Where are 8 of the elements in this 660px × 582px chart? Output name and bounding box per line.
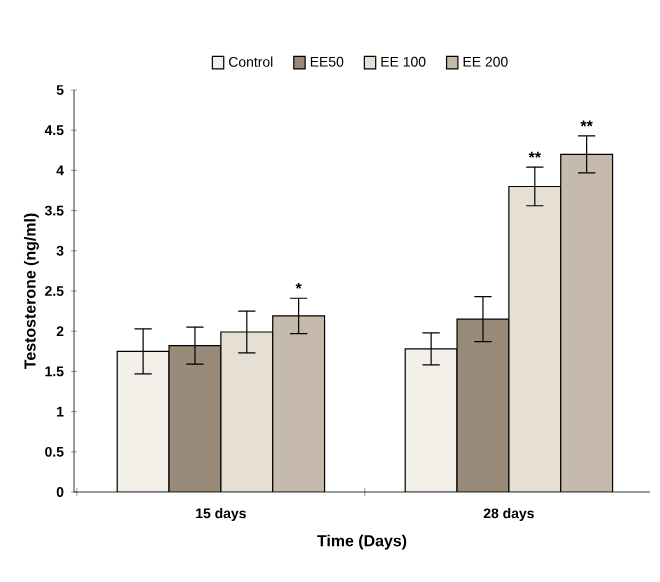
bar bbox=[272, 315, 325, 492]
bar bbox=[404, 348, 458, 492]
bar bbox=[508, 185, 562, 492]
bar bbox=[560, 153, 614, 492]
bar bbox=[117, 351, 170, 492]
bar bbox=[456, 318, 510, 492]
bar bbox=[169, 345, 221, 492]
bar bbox=[220, 332, 273, 492]
